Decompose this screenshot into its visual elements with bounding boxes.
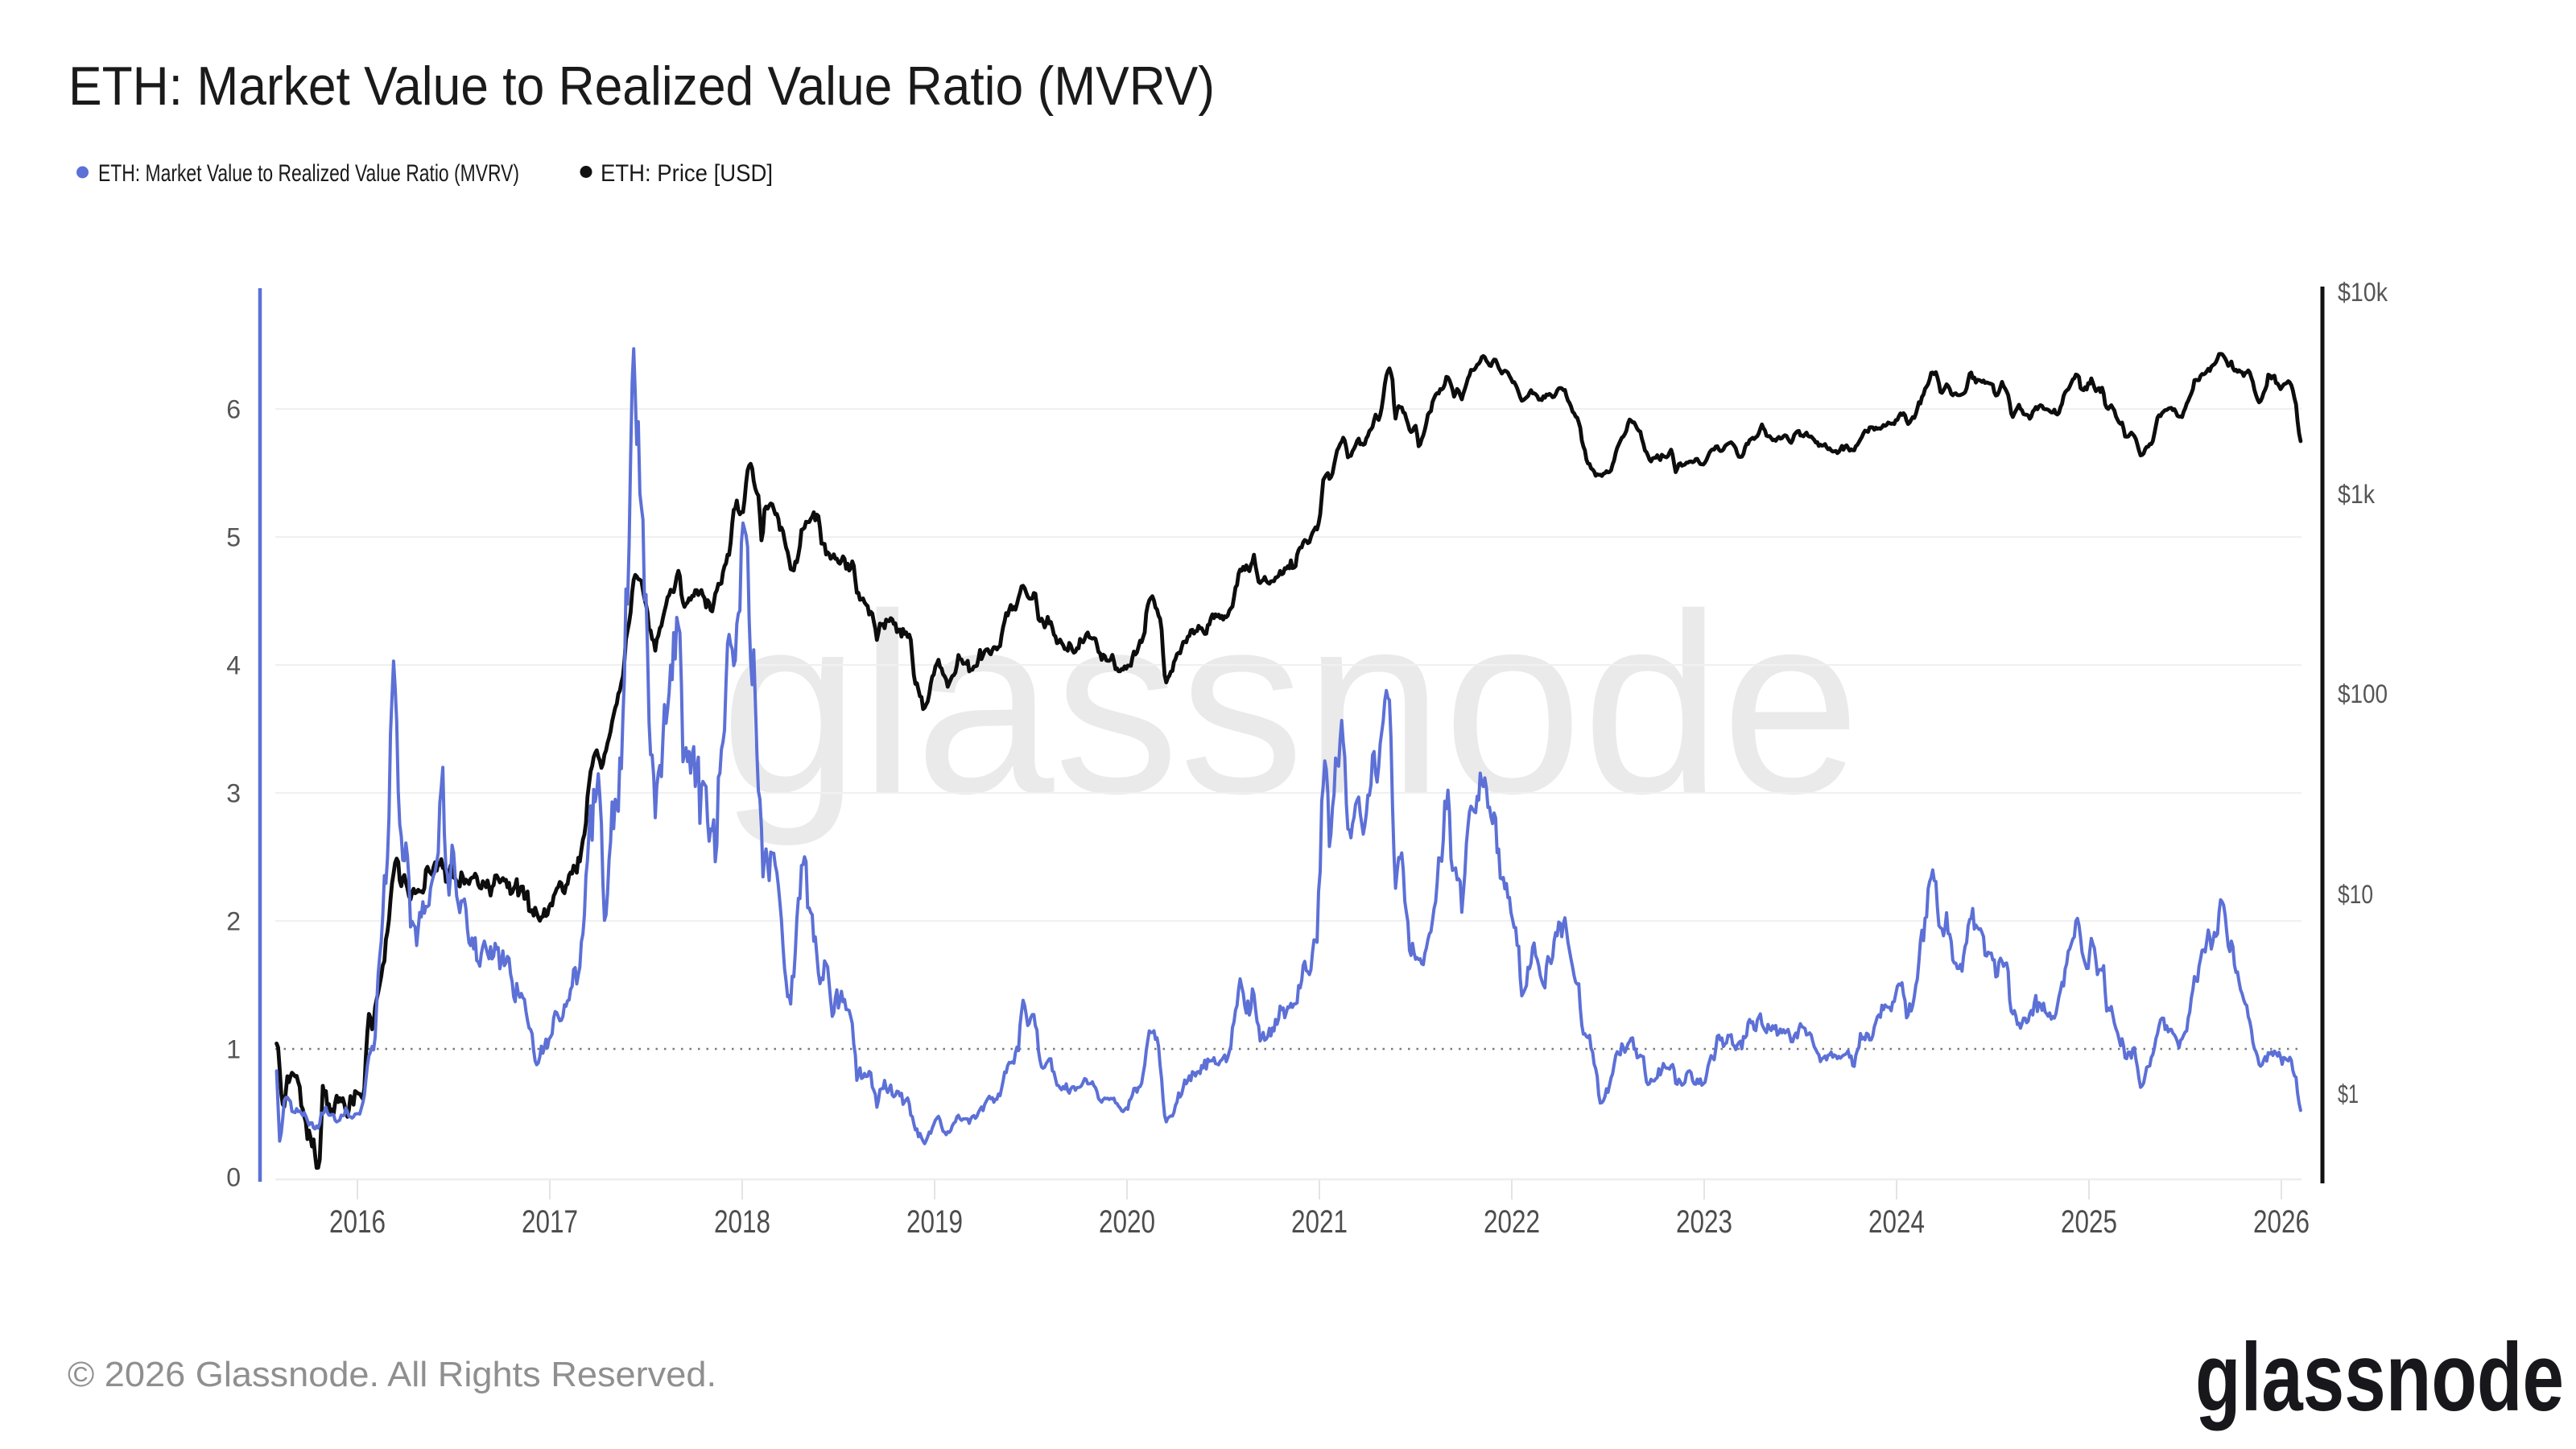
svg-text:3: 3 — [226, 779, 241, 808]
svg-text:2: 2 — [226, 907, 241, 936]
svg-text:1: 1 — [226, 1035, 241, 1064]
svg-text:2024: 2024 — [1868, 1204, 1925, 1240]
svg-text:$1k: $1k — [2338, 480, 2376, 509]
svg-text:2019: 2019 — [906, 1204, 963, 1240]
svg-text:glassnode: glassnode — [2195, 1323, 2564, 1431]
svg-text:2022: 2022 — [1484, 1204, 1540, 1240]
svg-text:4: 4 — [226, 651, 241, 680]
svg-text:2021: 2021 — [1291, 1204, 1348, 1240]
svg-text:$100: $100 — [2338, 679, 2388, 708]
svg-text:5: 5 — [226, 523, 241, 552]
svg-text:© 2026 Glassnode. All Rights R: © 2026 Glassnode. All Rights Reserved. — [68, 1355, 716, 1394]
svg-text:2023: 2023 — [1676, 1204, 1732, 1240]
svg-text:2026: 2026 — [2253, 1204, 2310, 1240]
svg-text:$10k: $10k — [2338, 278, 2388, 307]
svg-text:glassnode: glassnode — [720, 561, 1860, 848]
svg-text:2025: 2025 — [2061, 1204, 2117, 1240]
svg-text:2018: 2018 — [714, 1204, 770, 1240]
svg-text:$1: $1 — [2338, 1080, 2359, 1108]
svg-text:0: 0 — [226, 1163, 241, 1192]
svg-text:6: 6 — [226, 395, 241, 424]
svg-text:ETH: Price [USD]: ETH: Price [USD] — [601, 160, 773, 187]
svg-text:2016: 2016 — [329, 1204, 386, 1240]
svg-text:ETH: Market Value to Realized: ETH: Market Value to Realized Value Rati… — [68, 56, 1215, 117]
svg-text:2017: 2017 — [522, 1204, 578, 1240]
svg-text:$10: $10 — [2338, 880, 2373, 909]
svg-text:2020: 2020 — [1099, 1204, 1155, 1240]
svg-text:ETH: Market Value to Realized: ETH: Market Value to Realized Value Rati… — [98, 160, 519, 187]
